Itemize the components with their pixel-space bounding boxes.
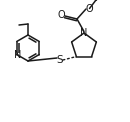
Text: N: N <box>14 50 21 60</box>
Text: N: N <box>80 27 88 37</box>
Text: O: O <box>85 4 93 14</box>
Text: S: S <box>57 55 63 65</box>
Text: O: O <box>58 10 65 20</box>
